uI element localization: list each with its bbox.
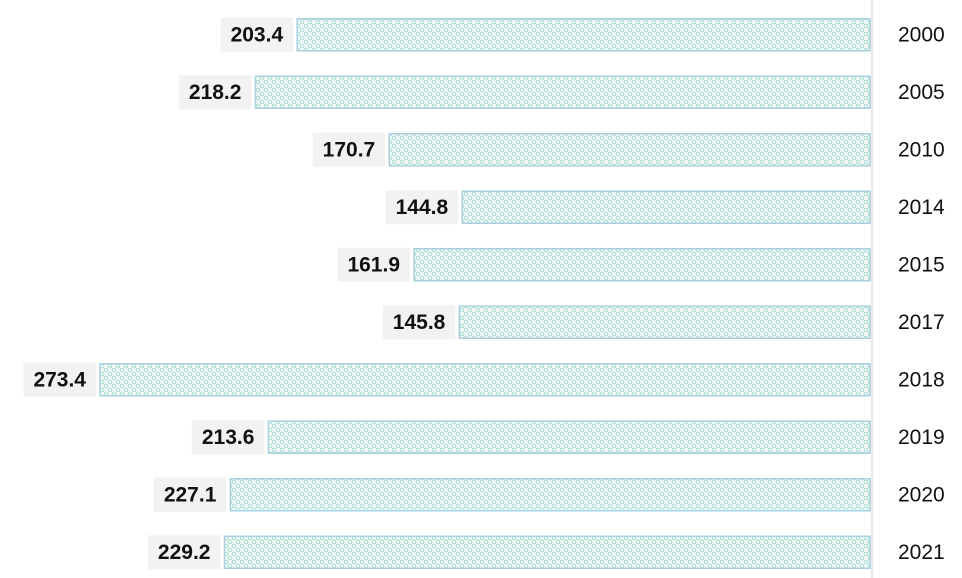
bar	[388, 133, 871, 167]
bar	[229, 478, 871, 512]
value-label-bg	[153, 477, 227, 512]
value-label-bg	[147, 535, 221, 570]
value-label-bg	[191, 420, 265, 455]
value-label: 227.1	[164, 483, 217, 506]
value-label: 218.2	[189, 81, 242, 104]
value-label: 213.6	[202, 426, 255, 449]
bar	[267, 420, 871, 454]
y-tick-label: 2000	[898, 23, 945, 46]
value-label-bg	[23, 362, 96, 397]
bar	[461, 190, 871, 224]
y-tick-label: 2017	[898, 311, 945, 334]
value-label: 161.9	[347, 253, 400, 276]
y-tick-label: 2005	[898, 81, 945, 104]
y-tick-label: 2010	[898, 138, 945, 161]
value-label: 170.7	[323, 138, 376, 161]
value-label-bg	[385, 190, 459, 225]
value-label: 273.4	[33, 368, 86, 391]
value-label-bg	[178, 75, 252, 110]
y-tick-label: 2020	[898, 483, 945, 506]
y-tick-label: 2021	[898, 541, 945, 564]
value-label-bg	[220, 17, 294, 52]
bar	[223, 535, 871, 569]
y-tick-label: 2014	[898, 196, 945, 219]
value-label: 145.8	[393, 311, 446, 334]
y-tick-label: 2018	[898, 368, 945, 391]
bar	[254, 75, 871, 109]
value-label-bg	[312, 132, 386, 167]
y-tick-label: 2015	[898, 253, 945, 276]
value-label: 144.8	[396, 196, 449, 219]
value-label-bg	[382, 305, 456, 340]
bar	[99, 363, 871, 397]
value-label: 203.4	[231, 23, 284, 46]
y-tick-label: 2019	[898, 426, 945, 449]
bar	[296, 18, 871, 52]
bar	[413, 248, 871, 282]
value-label: 229.2	[158, 541, 211, 564]
value-label-bg	[337, 247, 411, 282]
bar	[458, 305, 871, 339]
